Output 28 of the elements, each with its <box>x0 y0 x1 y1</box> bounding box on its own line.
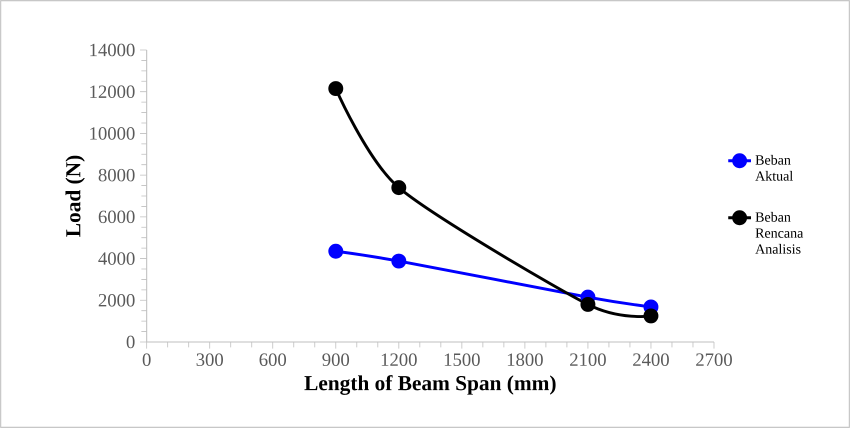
x-tick-label: 2100 <box>570 353 606 366</box>
point <box>328 244 344 259</box>
x-tick-label: 1800 <box>508 353 543 366</box>
x-tick-label: 900 <box>322 353 350 366</box>
point <box>391 254 406 269</box>
x-axis-title: Length of Beam Span (mm) <box>304 375 556 395</box>
y-tick-label: 4000 <box>98 252 135 265</box>
y-tick-label: 8000 <box>98 168 135 182</box>
y-tick-label: 14000 <box>90 44 135 56</box>
x-tick-label: 1500 <box>444 353 480 366</box>
x-tick-label: 2400 <box>633 353 669 366</box>
point <box>643 308 658 324</box>
y-tick-label: 6000 <box>98 210 135 224</box>
point <box>328 81 344 96</box>
y-tick-label: 10000 <box>90 127 135 140</box>
y-tick-label: 12000 <box>90 85 135 98</box>
y-tick-label: 2000 <box>98 294 135 307</box>
x-tick-label: 1200 <box>382 353 417 366</box>
x-tick-label: 0 <box>142 353 151 366</box>
x-tick-label: 300 <box>196 353 223 366</box>
legend-label: Beban Aktual <box>755 154 793 181</box>
legend-label: Beban Rencana Analisis <box>755 212 804 254</box>
y-axis-title: Load (N) <box>65 156 85 237</box>
x-tick-label: 600 <box>260 353 286 366</box>
x-tick-label: 2700 <box>696 353 732 366</box>
y-tick-label: 0 <box>126 336 135 348</box>
point <box>580 296 596 312</box>
point <box>391 180 406 196</box>
